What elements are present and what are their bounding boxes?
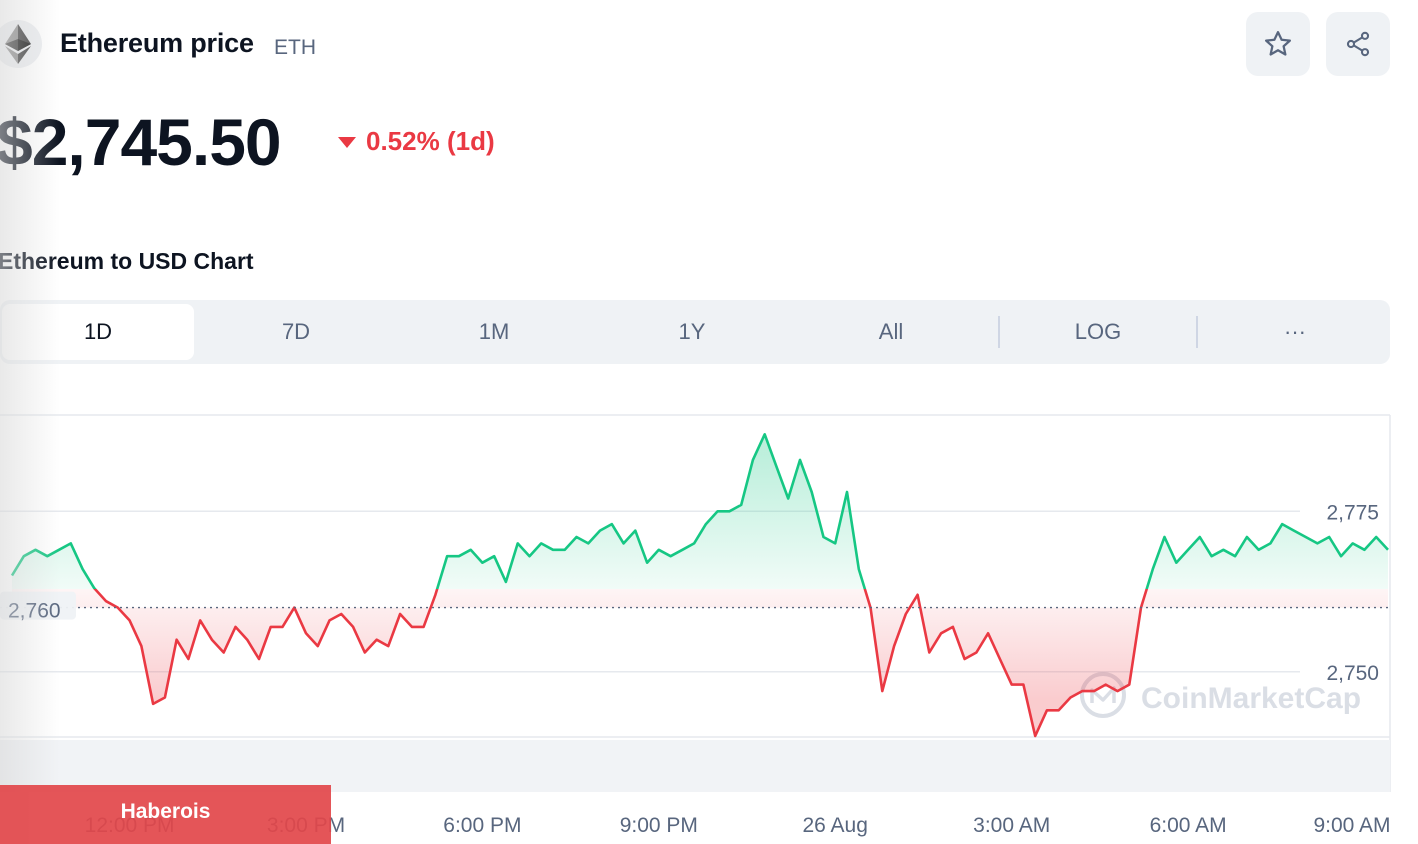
chart-heading: Ethereum to USD Chart: [0, 248, 254, 274]
price-change: 0.52% (1d): [338, 126, 495, 157]
price-line-below: [93, 589, 1149, 738]
y-tick-label: 2,750: [1326, 662, 1379, 685]
tab-divider: [998, 316, 1000, 348]
x-tick-label: 6:00 AM: [1150, 814, 1227, 837]
tab-divider: [1196, 316, 1198, 348]
tab-1m[interactable]: 1M: [478, 319, 510, 344]
price-change-value: 0.52% (1d): [366, 126, 495, 156]
watermark: CoinMarketCap: [1080, 672, 1361, 718]
caret-down-icon: [338, 136, 356, 148]
area-below-baseline: [12, 589, 1388, 736]
chart-range-selector: 1D 7D 1M 1Y All LOG ···: [0, 300, 1390, 364]
current-price: $2,745.50: [0, 105, 282, 179]
coin-symbol: ETH: [274, 36, 316, 59]
x-tick-label: 9:00 AM: [1313, 814, 1390, 837]
more-options-button[interactable]: ···: [1284, 319, 1306, 344]
x-tick-label: 9:00 PM: [620, 814, 698, 837]
watchlist-button[interactable]: [1246, 12, 1310, 76]
ethereum-logo-icon: [0, 20, 42, 68]
tab-7d[interactable]: 7D: [281, 319, 311, 344]
baseline-label: 2,760: [8, 600, 61, 623]
tab-1y[interactable]: 1Y: [678, 319, 706, 344]
price-line-above: [10, 433, 1389, 589]
tab-1d[interactable]: 1D: [2, 304, 194, 360]
x-tick-label: 6:00 PM: [443, 814, 521, 837]
promo-banner[interactable]: Haberois: [0, 785, 331, 844]
coin-header: Ethereum price ETH: [0, 18, 1400, 74]
tab-all[interactable]: All: [878, 319, 904, 344]
tab-log[interactable]: LOG: [1074, 319, 1122, 344]
coin-name: Ethereum price: [60, 28, 254, 58]
x-tick-label: 26 Aug: [802, 814, 867, 837]
share-button[interactable]: [1326, 12, 1390, 76]
share-icon: [1346, 31, 1370, 57]
star-icon: [1265, 31, 1291, 56]
volume-band: [0, 740, 1390, 792]
watermark-text: CoinMarketCap: [1141, 682, 1361, 715]
area-above-baseline: [12, 434, 1388, 589]
x-tick-label: 3:00 AM: [973, 814, 1050, 837]
y-tick-label: 2,775: [1326, 501, 1379, 524]
